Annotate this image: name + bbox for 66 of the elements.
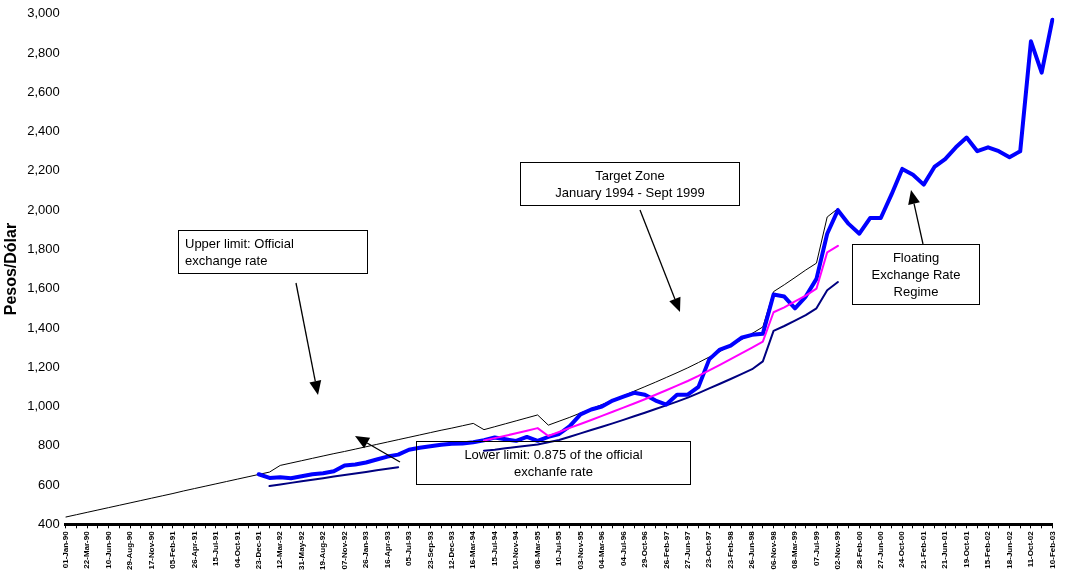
x-tick-label: 27-Jun-00: [876, 530, 886, 569]
y-tick-label: 2,800: [27, 44, 60, 60]
x-tick-label: 07-Jul-99: [811, 530, 821, 566]
x-tick-label: 06-Nov-98: [768, 530, 778, 570]
y-tick-label: 3,000: [27, 5, 60, 21]
x-tick-label: 26-Feb-97: [661, 530, 671, 569]
x-tick-label: 28-Feb-00: [854, 530, 864, 569]
x-tick-label: 26-Jun-98: [747, 530, 757, 569]
x-tick-label: 31-May-92: [296, 530, 306, 570]
x-tick-label: 19-Aug-92: [318, 530, 328, 570]
x-tick-label: 23-Dec-91: [253, 530, 263, 570]
x-tick-label: 08-Mar-95: [532, 530, 542, 569]
x-tick-label: 02-Nov-99: [833, 530, 843, 570]
x-tick-label: 23-Sep-93: [425, 530, 435, 570]
x-tick-label: 10-Nov-94: [511, 530, 521, 570]
x-tick-label: 08-Mar-99: [790, 530, 800, 569]
annotation: Lower limit: 0.875 of the official exchanfe rate: [416, 441, 691, 485]
x-tick-label: 29-Oct-96: [640, 530, 650, 568]
x-tick-label: 18-Jun-02: [1004, 530, 1014, 569]
x-tick-label: 26-Jan-93: [361, 530, 371, 569]
x-tick-label: 15-Feb-02: [983, 530, 993, 569]
y-tick-label: 800: [38, 437, 60, 453]
y-tick-label: 2,000: [27, 201, 60, 217]
x-tick-label: 17-Nov-90: [146, 530, 156, 570]
x-tick-label: 22-Mar-90: [82, 530, 92, 569]
y-tick-label: 2,400: [27, 123, 60, 139]
x-tick-label: 04-Jul-96: [618, 530, 628, 566]
y-tick-label: 2,200: [27, 162, 60, 178]
x-tick-label: 21-Feb-01: [918, 530, 928, 569]
annotation: Floating Exchange Rate Regime: [852, 244, 980, 305]
x-tick-label: 19-Oct-01: [961, 530, 971, 568]
x-tick-label: 11-Oct-02: [1026, 530, 1036, 568]
x-tick-label: 24-Oct-00: [897, 530, 907, 568]
x-tick-label: 05-Jul-93: [404, 530, 414, 566]
y-tick-label: 400: [38, 515, 60, 531]
x-tick-label: 10-Jun-90: [103, 530, 113, 569]
x-tick-label: 23-Feb-98: [725, 530, 735, 569]
x-tick-label: 29-Aug-90: [125, 530, 135, 570]
x-tick-label: 16-Mar-94: [468, 530, 478, 569]
x-tick-label: 15-Jul-94: [489, 530, 499, 566]
x-tick-label: 16-Apr-93: [382, 530, 392, 569]
y-tick-label: 2,600: [27, 83, 60, 99]
x-tick-label: 15-Jul-91: [211, 530, 221, 566]
x-tick-label: 07-Nov-92: [339, 530, 349, 570]
x-tick-label: 03-Nov-95: [575, 530, 585, 570]
x-tick-label: 04-Oct-91: [232, 530, 242, 568]
y-tick-label: 600: [38, 476, 60, 492]
y-tick-label: 1,600: [27, 280, 60, 296]
x-tick-label: 10-Jul-95: [554, 530, 564, 566]
x-tick-label: 04-Mar-96: [597, 530, 607, 569]
x-tick-label: 27-Jun-97: [682, 530, 692, 569]
y-tick-label: 1,800: [27, 241, 60, 256]
x-tick-label: 26-Apr-91: [189, 530, 199, 569]
x-tick-label: 12-Mar-92: [275, 530, 285, 569]
x-tick-label: 10-Feb-03: [1047, 530, 1057, 569]
x-tick-label: 23-Oct-97: [704, 530, 714, 568]
x-tick-label: 01-Jan-90: [60, 530, 70, 569]
x-tick-label: 12-Dec-93: [447, 530, 457, 570]
y-tick-label: 1,200: [27, 358, 60, 374]
y-axis-title: Pesos/Dólar: [2, 222, 20, 316]
y-tick-label: 1,400: [27, 319, 60, 335]
x-tick-label: 21-Jun-01: [940, 530, 950, 569]
x-tick-label: 05-Feb-91: [168, 530, 178, 569]
y-tick-label: 1,000: [27, 398, 60, 414]
annotation: Upper limit: Official exchange rate: [178, 230, 368, 274]
annotation: Target Zone January 1994 - Sept 1999: [520, 162, 740, 206]
